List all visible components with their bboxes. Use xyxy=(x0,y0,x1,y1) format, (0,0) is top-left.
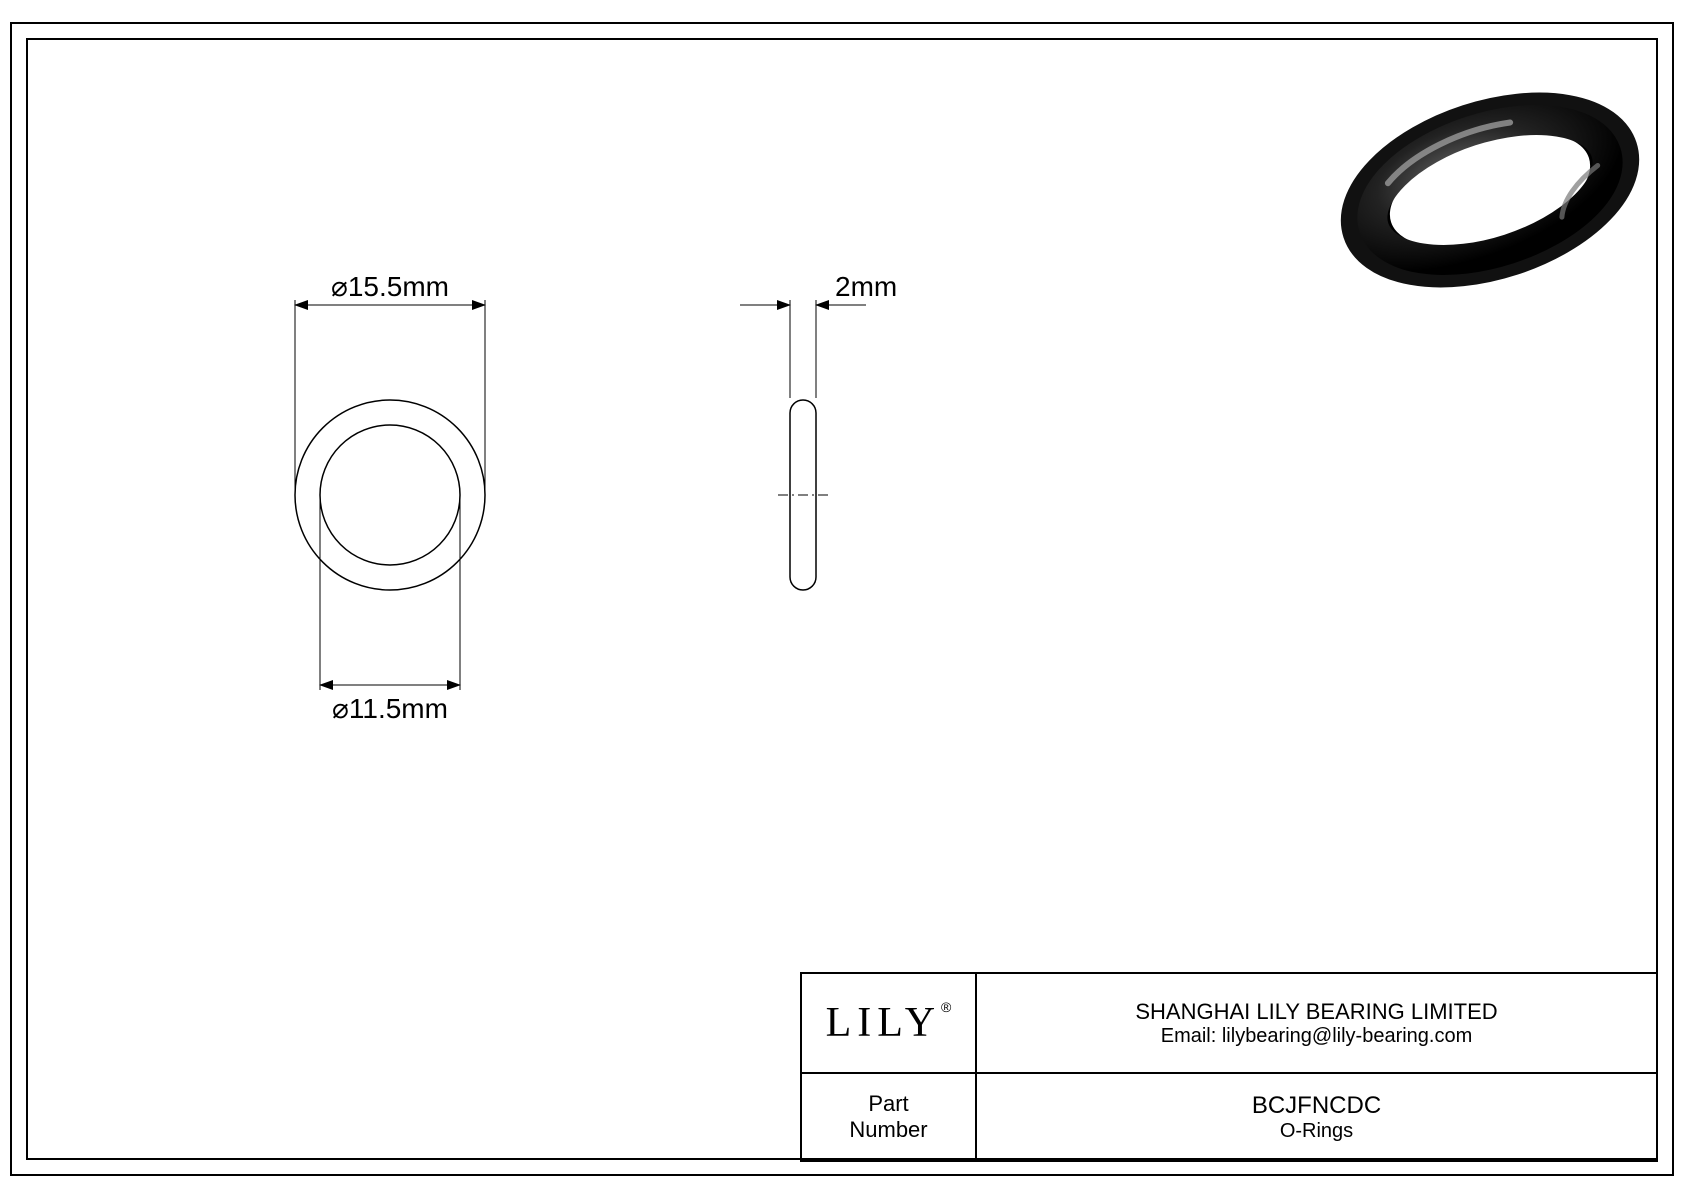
side-view: 2mm xyxy=(740,271,897,590)
oring-3d-render xyxy=(1334,75,1650,314)
lily-logo-text: LILY xyxy=(826,1000,941,1046)
part-type-value: O-Rings xyxy=(978,1120,1655,1143)
cross-section-label: 2mm xyxy=(835,271,897,302)
part-number-value: BCJFNCDC xyxy=(978,1092,1655,1120)
part-number-label-cell: PartNumber xyxy=(801,1073,976,1161)
part-number-cell: BCJFNCDC O-Rings xyxy=(976,1073,1657,1161)
front-view: ⌀15.5mm ⌀11.5mm xyxy=(295,271,485,724)
part-number-label: PartNumber xyxy=(803,1091,974,1144)
company-cell: SHANGHAI LILY BEARING LIMITED Email: lil… xyxy=(976,973,1657,1073)
company-email: Email: lilybearing@lily-bearing.com xyxy=(978,1025,1655,1048)
company-name: SHANGHAI LILY BEARING LIMITED xyxy=(978,999,1655,1025)
registered-icon: ® xyxy=(941,999,951,1015)
logo-cell: LILY® xyxy=(801,973,976,1073)
title-block: LILY® SHANGHAI LILY BEARING LIMITED Emai… xyxy=(800,972,1658,1162)
inner-diameter-label: ⌀11.5mm xyxy=(332,693,448,724)
outer-diameter-label: ⌀15.5mm xyxy=(331,271,449,302)
